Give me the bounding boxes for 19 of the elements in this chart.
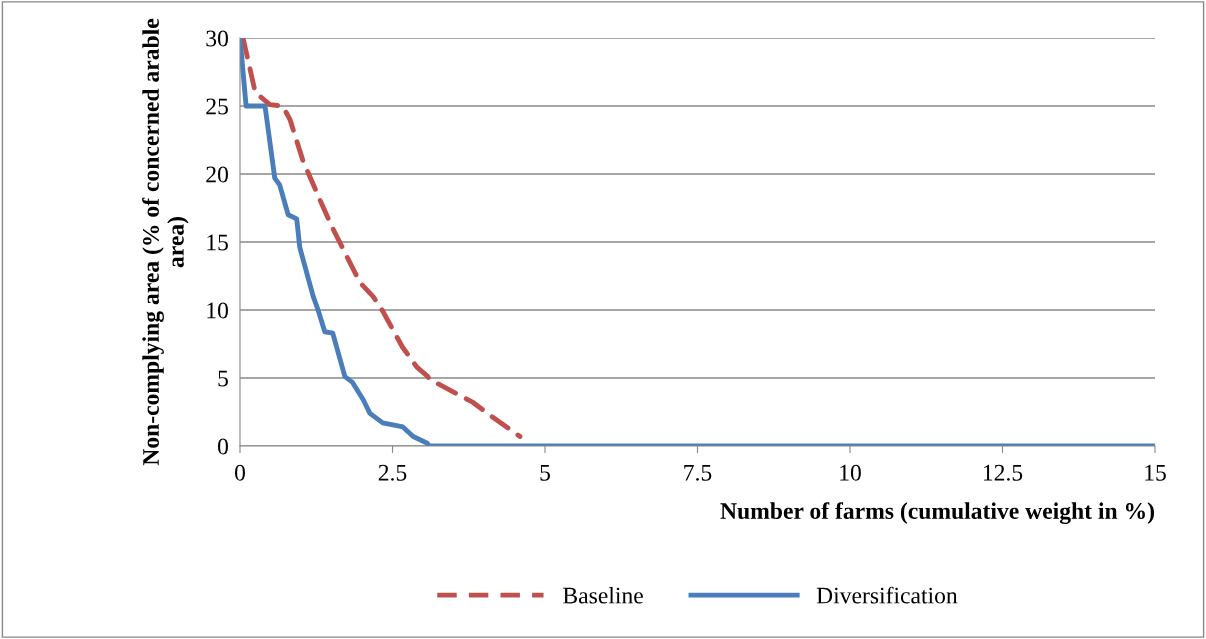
x-tick-label: 0 <box>235 464 245 481</box>
x-tick-label: 5 <box>540 464 550 481</box>
y-tick-label: 25 <box>206 98 228 115</box>
y-tick-label: 15 <box>207 234 228 251</box>
line-series <box>240 38 523 439</box>
y-tick-label: 0 <box>217 438 228 455</box>
x-tick-label: 2.5 <box>378 464 407 481</box>
y-tick-label: 10 <box>207 302 228 319</box>
y-axis-title: Non-complying area (% of concerned arable area) <box>142 18 189 466</box>
x-tick-label: 10 <box>840 464 861 481</box>
x-axis-title: Number of farms (cumulative weight in %) <box>720 502 1154 524</box>
x-tick-label: 15 <box>1145 464 1166 481</box>
x-tick-label: 12.5 <box>983 464 1023 481</box>
legend-label: Diversification <box>816 586 958 604</box>
x-tick-label: 7.5 <box>684 464 712 481</box>
y-tick-label: 30 <box>206 30 228 47</box>
y-tick-label: 5 <box>218 370 228 387</box>
y-tick-label: 20 <box>206 166 228 183</box>
legend-label: Baseline <box>563 586 643 604</box>
